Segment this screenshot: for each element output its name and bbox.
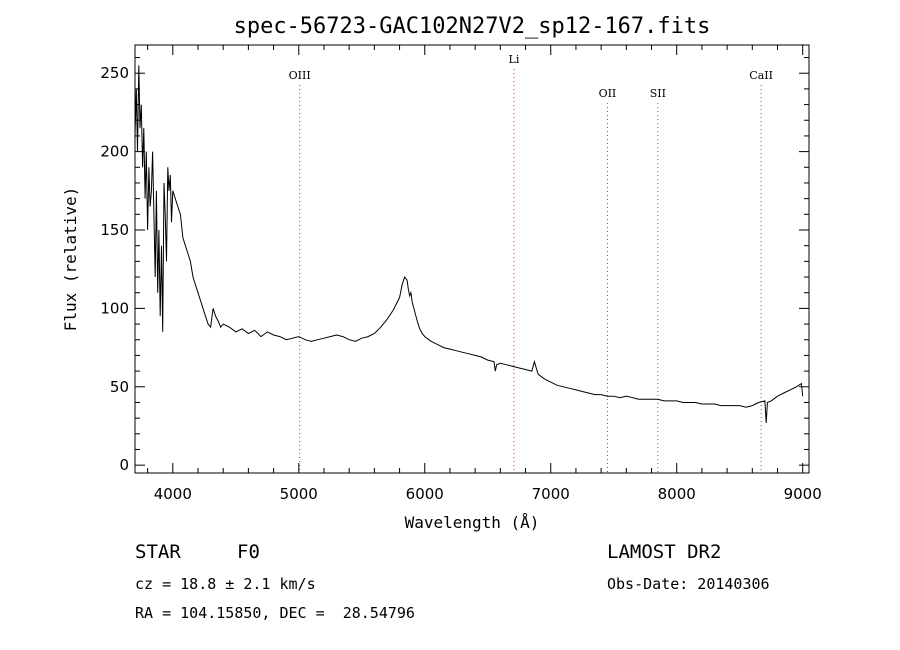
coordinates: RA = 104.15850, DEC = 28.54796 — [135, 604, 415, 622]
y-tick-label: 200 — [100, 143, 129, 161]
y-tick-label: 250 — [100, 64, 129, 82]
redshift-velocity: cz = 18.8 ± 2.1 km/s — [135, 575, 316, 593]
x-tick-label: 7000 — [532, 485, 570, 503]
axis-ticks: 4000 5000 6000 7000 8000 9000 0 50 100 150 200 250 — [100, 45, 822, 503]
line-id-label: OIII — [289, 69, 311, 82]
line-id-label: CaII — [749, 69, 773, 82]
x-tick-label: 4000 — [154, 485, 192, 503]
x-tick-label: 9000 — [784, 485, 822, 503]
y-tick-label: 50 — [110, 378, 129, 396]
line-id-label: OII — [599, 87, 617, 100]
x-tick-label: 5000 — [280, 485, 318, 503]
x-axis-label: Wavelength (Å) — [405, 513, 540, 532]
plot-frame — [134, 44, 810, 474]
x-tick-label: 8000 — [658, 485, 696, 503]
line-annotations: OIII Li OII SII CaII — [289, 53, 773, 473]
spectrum-line — [134, 65, 804, 423]
y-tick-label: 0 — [119, 456, 129, 474]
observation-date: Obs-Date: 20140306 — [607, 575, 770, 593]
y-tick-label: 150 — [100, 221, 129, 239]
spectral-class: F0 — [237, 541, 260, 563]
y-tick-label: 100 — [100, 299, 129, 317]
line-id-label: SII — [650, 87, 666, 100]
survey-name: LAMOST DR2 — [607, 541, 722, 563]
chart-title: spec-56723-GAC102N27V2_sp12-167.fits — [234, 14, 711, 39]
x-tick-label: 6000 — [406, 485, 444, 503]
line-id-label: Li — [509, 53, 520, 66]
object-type: STAR — [135, 541, 181, 563]
y-axis-label: Flux (relative) — [61, 187, 80, 332]
